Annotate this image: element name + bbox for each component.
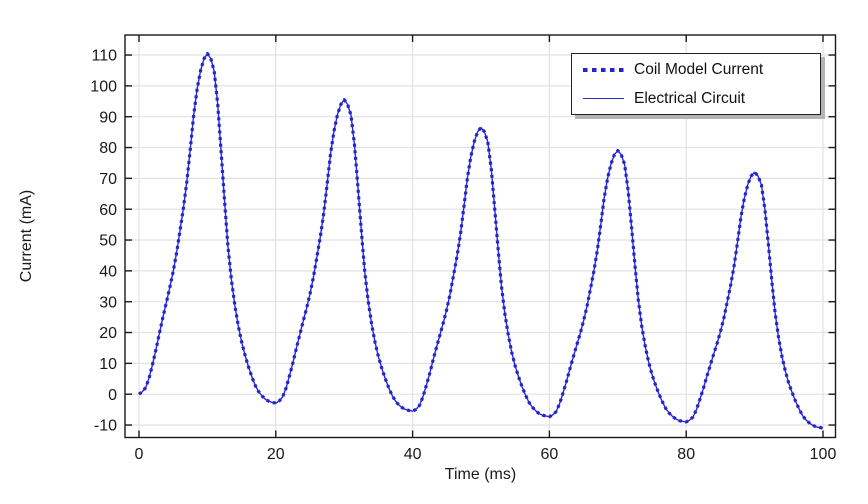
x-tick-label: 100 [810, 446, 837, 463]
y-tick-label: 0 [108, 387, 117, 404]
y-tick-label: 110 [91, 48, 117, 65]
x-tick-label: 40 [404, 446, 422, 463]
y-tick-label: 40 [99, 263, 117, 280]
series-line-coil-model-current [138, 51, 824, 430]
plot-frame [124, 34, 837, 439]
y-tick-label: 80 [99, 140, 117, 157]
y-tick-label: -10 [94, 418, 117, 435]
legend-entry-electrical-circuit: Electrical Circuit [572, 85, 820, 112]
x-tick-label: 20 [267, 446, 285, 463]
x-tick-label: 60 [541, 446, 559, 463]
y-tick-label: 100 [90, 78, 117, 95]
legend-box: Coil Model Current Electrical Circuit [571, 53, 821, 115]
y-tick-label: 10 [99, 356, 117, 373]
legend-label-electrical-circuit: Electrical Circuit [634, 89, 746, 107]
solid-line-swatch [583, 98, 624, 99]
x-tick-label: 80 [677, 446, 695, 463]
legend-label-coil-model: Coil Model Current [634, 60, 764, 78]
y-tick-label: 60 [99, 202, 117, 219]
y-tick-label: 30 [99, 294, 117, 311]
y-axis-title: Current (mA) [18, 189, 35, 283]
y-tick-label: 20 [99, 325, 117, 342]
x-tick-label: 0 [135, 446, 144, 463]
dotted-line-swatch [583, 67, 624, 72]
y-tick-label: 50 [99, 233, 117, 250]
legend-entry-coil-model: Coil Model Current [572, 56, 820, 83]
y-tick-label: 70 [99, 171, 117, 188]
x-axis-title: Time (ms) [444, 466, 517, 483]
y-tick-label: 90 [99, 109, 117, 126]
